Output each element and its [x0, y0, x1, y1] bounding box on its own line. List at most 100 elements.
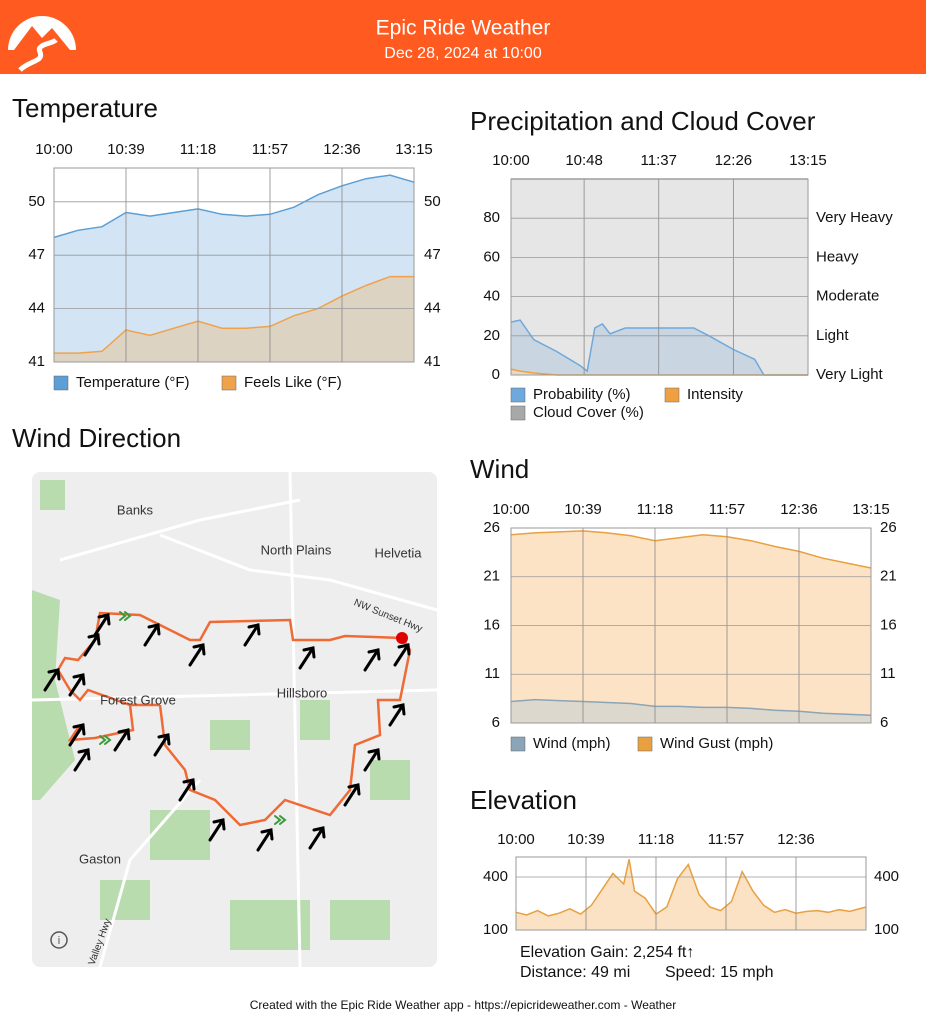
- y2-tick-label: 16: [880, 616, 897, 633]
- x-tick-label: 13:15: [789, 152, 827, 169]
- x-tick-label: 10:00: [492, 152, 530, 169]
- footer-text: Created with the Epic Ride Weather app -…: [250, 998, 631, 1012]
- area-fill: [511, 369, 808, 375]
- y2-tick-label: 26: [880, 519, 897, 536]
- chart-title: Precipitation and Cloud Cover: [470, 106, 816, 136]
- x-tick-label: 10:00: [35, 141, 73, 158]
- y-tick-label: 47: [28, 246, 45, 263]
- y2-tick-label: 6: [880, 714, 888, 731]
- wind-arrow: [68, 673, 86, 697]
- logo: [8, 16, 76, 72]
- y2-tick-label: 41: [424, 353, 441, 370]
- wind-arrow: [153, 733, 171, 757]
- wind-arrow: [343, 783, 361, 807]
- wind-arrow: [43, 668, 61, 692]
- plot-border: [510, 178, 809, 376]
- x-tick-label: 11:57: [252, 141, 288, 158]
- legend-label: Probability (%): [533, 386, 631, 403]
- y2-tick-label: 44: [424, 300, 441, 317]
- wind-arrow: [363, 748, 381, 772]
- legend-label: Feels Like (°F): [244, 374, 342, 391]
- series-line: [515, 859, 867, 917]
- y2-tick-label: 47: [424, 246, 441, 263]
- x-tick-label: 11:18: [637, 501, 673, 518]
- footer-brand: Weather: [631, 998, 676, 1012]
- series-line: [510, 319, 808, 376]
- area-fill: [511, 530, 871, 723]
- chart-title: Temperature: [12, 93, 158, 123]
- stat: Speed: 15 mph: [665, 964, 774, 981]
- stat: Distance: 49 mi: [520, 964, 630, 981]
- x-tick-label: 11:18: [180, 141, 216, 158]
- wind-arrow: [298, 646, 316, 670]
- route-chevron: [99, 735, 112, 745]
- area-fill: [516, 859, 866, 930]
- wind-arrow: [143, 623, 161, 647]
- map-label: Gaston: [79, 851, 121, 866]
- y-tick-label: 80: [483, 209, 500, 226]
- legend-label: Wind Gust (mph): [660, 735, 773, 752]
- wind-arrow: [308, 826, 326, 850]
- footer: Created with the Epic Ride Weather app -…: [250, 998, 676, 1012]
- series-line: [510, 698, 872, 716]
- legend-swatch: [53, 375, 69, 391]
- wind-arrow: [393, 643, 411, 667]
- y-tick-label: 6: [492, 714, 500, 731]
- wind-arrow: [363, 648, 381, 672]
- y-tick-label: 20: [483, 327, 500, 344]
- y2-tick-label: Moderate: [816, 288, 879, 305]
- legend-swatch: [510, 387, 526, 403]
- wind-arrow: [256, 828, 274, 852]
- wind-arrow: [388, 703, 406, 727]
- y2-tick-label: Very Light: [816, 366, 884, 383]
- y-tick-label: 41: [28, 353, 45, 370]
- map-label: Hillsboro: [277, 685, 328, 700]
- x-tick-label: 10:39: [564, 501, 602, 518]
- x-tick-label: 10:39: [107, 141, 145, 158]
- map-title: Wind Direction: [12, 423, 181, 453]
- map-label: Helvetia: [375, 545, 423, 560]
- x-tick-label: 12:36: [323, 141, 361, 158]
- stat: Elevation Gain: 2,254 ft↑: [520, 944, 694, 961]
- route-chevron: [119, 611, 132, 621]
- x-tick-label: 11:18: [638, 831, 674, 848]
- chart-title: Elevation: [470, 785, 577, 815]
- map-label: Banks: [117, 502, 154, 517]
- y-tick-label: 400: [483, 868, 508, 885]
- x-tick-label: 11:37: [641, 152, 677, 169]
- y2-tick-label: 11: [880, 665, 896, 682]
- legend-label: Wind (mph): [533, 735, 611, 752]
- y2-tick-label: 400: [874, 868, 899, 885]
- x-tick-label: 11:57: [708, 831, 744, 848]
- legend-label: Temperature (°F): [76, 374, 190, 391]
- series-line: [53, 174, 415, 239]
- legend-swatch: [510, 405, 526, 421]
- y-tick-label: 40: [483, 288, 500, 305]
- legend-label: Cloud Cover (%): [533, 404, 644, 421]
- map-label: North Plains: [261, 542, 332, 557]
- wind-arrow: [68, 723, 86, 747]
- app-subtitle: Dec 28, 2024 at 10:00: [384, 45, 542, 62]
- chart-title: Wind: [470, 454, 529, 484]
- area-fill: [511, 699, 871, 723]
- plot-border: [510, 527, 872, 724]
- app-title: Epic Ride Weather: [376, 17, 551, 40]
- legend-swatch: [510, 736, 526, 752]
- x-tick-label: 13:15: [852, 501, 890, 518]
- legend-swatch: [664, 387, 680, 403]
- wind-arrow: [188, 643, 206, 667]
- y-tick-label: 50: [28, 193, 45, 210]
- series-line: [54, 275, 414, 354]
- area-fill: [54, 276, 414, 362]
- map: i: [31, 471, 438, 968]
- legend-swatch: [221, 375, 237, 391]
- x-tick-label: 10:48: [565, 152, 603, 169]
- x-tick-label: 10:39: [567, 831, 605, 848]
- y-tick-label: 16: [483, 616, 500, 633]
- plot-border: [515, 856, 867, 931]
- y-tick-label: 26: [483, 519, 500, 536]
- y2-tick-label: 100: [874, 921, 899, 938]
- wind-arrow: [243, 623, 261, 647]
- x-tick-label: 11:57: [709, 501, 745, 518]
